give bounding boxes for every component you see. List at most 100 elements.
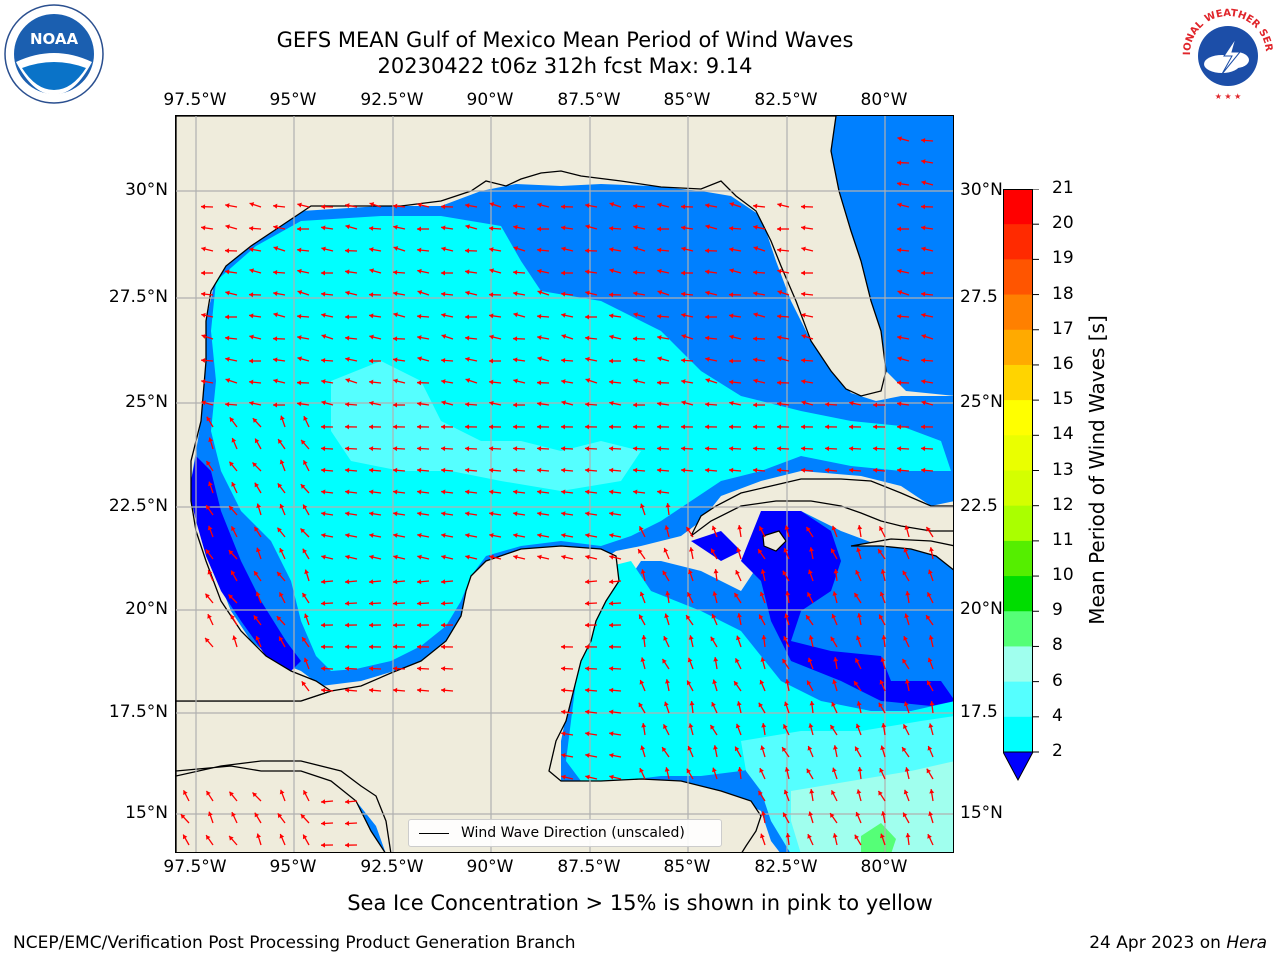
wave-direction-arrowhead xyxy=(393,269,398,275)
wave-direction-arrowhead xyxy=(664,525,670,530)
wave-direction-arrowhead xyxy=(905,679,910,684)
wave-period-below-2-cuba xyxy=(741,511,953,706)
wave-direction-arrowhead xyxy=(273,402,277,408)
wave-direction-arrowhead xyxy=(345,579,350,585)
atlantic-water xyxy=(831,116,953,396)
wave-direction-arrowhead xyxy=(921,312,926,318)
wave-direction-arrowhead xyxy=(249,225,254,231)
wave-direction-arrowhead xyxy=(777,247,782,253)
wave-direction-arrowhead xyxy=(393,203,398,209)
wave-direction-arrowhead xyxy=(880,569,886,574)
wave-direction-arrowhead xyxy=(585,378,591,383)
wave-direction-arrowhead xyxy=(758,790,763,796)
lat-label: 15°N xyxy=(125,803,168,823)
wave-direction-arrowhead xyxy=(201,246,206,252)
wave-direction-arrowhead xyxy=(297,380,302,386)
wave-direction-arrowhead xyxy=(902,570,908,576)
wave-direction-arrowhead xyxy=(657,424,662,430)
wave-direction-arrowhead xyxy=(633,424,638,430)
colorbar-tick-label: 14 xyxy=(1052,424,1074,445)
wave-direction-arrowhead xyxy=(904,613,910,619)
wave-direction-arrowhead xyxy=(856,789,862,794)
wave-direction-arrowhead xyxy=(369,446,374,452)
wave-direction-arrowhead xyxy=(369,467,374,473)
lon-label: 80°W xyxy=(860,857,908,877)
wave-direction-arrowhead xyxy=(777,401,782,407)
wave-direction-arrowhead xyxy=(713,657,719,662)
wave-direction-arrowhead xyxy=(201,334,207,339)
map-svg xyxy=(176,116,953,852)
wave-direction-arrowhead xyxy=(689,547,694,552)
wave-direction-arrowhead xyxy=(609,400,614,406)
wave-direction-arrowhead xyxy=(705,356,710,362)
wave-direction-arrowhead xyxy=(657,401,662,407)
wave-direction-arrowhead xyxy=(278,439,283,444)
wave-direction-arrowhead xyxy=(806,615,811,620)
wave-direction-arrowhead xyxy=(609,511,614,517)
wave-direction-arrowhead xyxy=(321,291,326,297)
wave-direction-arrowhead xyxy=(369,687,374,693)
wave-direction-arrowhead xyxy=(639,591,645,597)
wave-direction-arrowhead xyxy=(321,579,326,585)
wave-direction-arrowhead xyxy=(252,462,258,468)
wave-direction-arrowhead xyxy=(873,424,878,430)
wave-direction-arrowhead xyxy=(254,482,260,488)
wave-direction-arrowhead xyxy=(253,615,259,621)
lon-label: 85°W xyxy=(663,857,711,877)
wave-direction-arrowhead xyxy=(609,600,614,606)
wave-direction-arrowhead xyxy=(831,525,837,531)
wave-direction-arrowhead xyxy=(662,658,667,664)
wave-direction-arrowhead xyxy=(665,679,670,684)
wave-direction-arrowhead xyxy=(255,635,261,641)
wave-direction-arrowhead xyxy=(897,160,902,166)
wave-direction-arrowhead xyxy=(927,592,932,598)
wave-direction-arrowhead xyxy=(393,446,398,452)
wave-direction-arrowhead xyxy=(537,202,542,208)
wave-direction-arrowhead xyxy=(777,226,781,232)
wave-direction-arrowhead xyxy=(926,615,931,620)
cuba xyxy=(690,478,953,537)
wave-direction-arrowhead xyxy=(903,789,909,795)
wave-direction-arrowhead xyxy=(513,554,518,560)
wave-direction-arrowhead xyxy=(273,312,278,318)
wave-direction-arrowhead xyxy=(369,489,374,495)
wave-direction-arrowhead xyxy=(513,378,518,384)
wave-direction-arrowhead xyxy=(705,224,710,230)
wave-direction-arrowhead xyxy=(302,592,307,598)
wave-direction-arrowhead xyxy=(369,247,374,253)
wave-direction-arrowhead xyxy=(783,789,789,795)
wave-direction-arrowhead xyxy=(465,314,469,320)
wave-direction-arrowhead xyxy=(225,290,230,296)
wave-direction-arrowhead xyxy=(928,569,933,575)
colorbar-tick-label: 12 xyxy=(1052,494,1074,515)
wave-direction-arrowhead xyxy=(321,312,326,318)
wave-direction-arrowhead xyxy=(705,203,710,209)
wave-direction-arrowhead xyxy=(229,791,234,797)
wave-direction-arrowhead xyxy=(393,600,398,606)
wave-direction-arrowhead xyxy=(441,511,446,517)
wave-direction-arrowhead xyxy=(441,666,446,672)
wave-direction-arrowhead xyxy=(393,246,399,251)
colorbar-extend-arrow xyxy=(1002,751,1034,782)
wave-direction-arrowhead xyxy=(585,600,590,606)
wave-direction-arrowhead xyxy=(897,290,903,295)
wave-direction-arrowhead xyxy=(926,768,932,774)
colorbar-segment xyxy=(1003,224,1033,260)
wave-direction-arrowhead xyxy=(921,334,927,339)
wave-direction-arrowhead xyxy=(297,202,302,208)
wave-direction-arrowhead xyxy=(753,269,758,275)
wave-direction-arrowhead xyxy=(801,246,806,252)
wave-direction-arrowhead xyxy=(393,312,398,318)
wave-direction-arrowhead xyxy=(345,378,351,383)
wave-direction-arrowhead xyxy=(825,446,830,452)
wave-direction-arrowhead xyxy=(585,424,590,430)
wave-direction-arrowhead xyxy=(681,357,686,363)
wave-direction-arrowhead xyxy=(465,533,470,538)
colorbar-tick-label: 21 xyxy=(1052,178,1074,198)
wave-direction-arrowhead xyxy=(465,446,470,452)
wave-direction-arrowhead xyxy=(640,503,645,509)
wave-direction-arrowhead xyxy=(688,723,694,728)
wave-direction-arrowhead xyxy=(254,526,259,532)
wave-direction-arrowhead xyxy=(393,554,398,560)
wave-direction-arrowhead xyxy=(345,644,350,650)
